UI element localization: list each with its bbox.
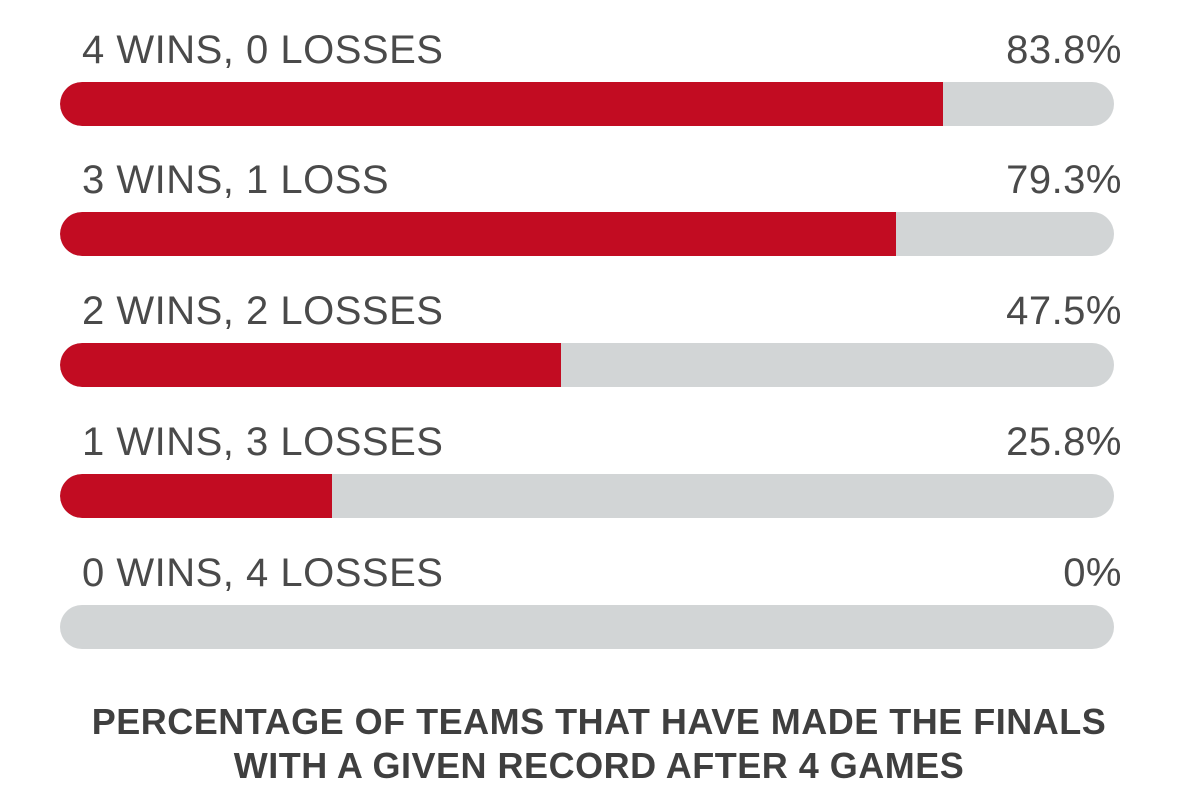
bar-row: 0 WINS, 4 LOSSES 0% [60, 549, 1122, 659]
bar-fill [60, 212, 896, 256]
bar-track [60, 605, 1114, 649]
bar-track [60, 474, 1114, 518]
chart-title-line-1: PERCENTAGE OF TEAMS THAT HAVE MADE THE F… [91, 701, 1107, 742]
bar-row: 3 WINS, 1 LOSS 79.3% [60, 156, 1122, 266]
value-label: 47.5% [1006, 289, 1122, 333]
bar-track [60, 212, 1114, 256]
bar-chart: 4 WINS, 0 LOSSES 83.8% 3 WINS, 1 LOSS 79.3%… [60, 26, 1122, 659]
bar-row: 1 WINS, 3 LOSSES 25.8% [60, 418, 1122, 528]
bar-fill [60, 82, 944, 126]
chart-title-line-2: WITH A GIVEN RECORD AFTER 4 GAMES [233, 745, 965, 786]
chart-title: PERCENTAGE OF TEAMS THAT HAVE MADE THE F… [0, 700, 1198, 788]
category-label: 0 WINS, 4 LOSSES [82, 551, 444, 595]
category-label: 4 WINS, 0 LOSSES [82, 28, 444, 72]
category-label: 3 WINS, 1 LOSS [82, 158, 390, 202]
category-label: 1 WINS, 3 LOSSES [82, 420, 444, 464]
bar-track [60, 343, 1114, 387]
bar-track [60, 82, 1114, 126]
value-label: 83.8% [1006, 28, 1122, 72]
bar-fill [60, 343, 561, 387]
category-label: 2 WINS, 2 LOSSES [82, 289, 444, 333]
bar-row: 2 WINS, 2 LOSSES 47.5% [60, 287, 1122, 397]
value-label: 79.3% [1006, 158, 1122, 202]
value-label: 25.8% [1006, 420, 1122, 464]
bar-fill [60, 474, 332, 518]
value-label: 0% [1063, 551, 1122, 595]
bar-row: 4 WINS, 0 LOSSES 83.8% [60, 26, 1122, 136]
